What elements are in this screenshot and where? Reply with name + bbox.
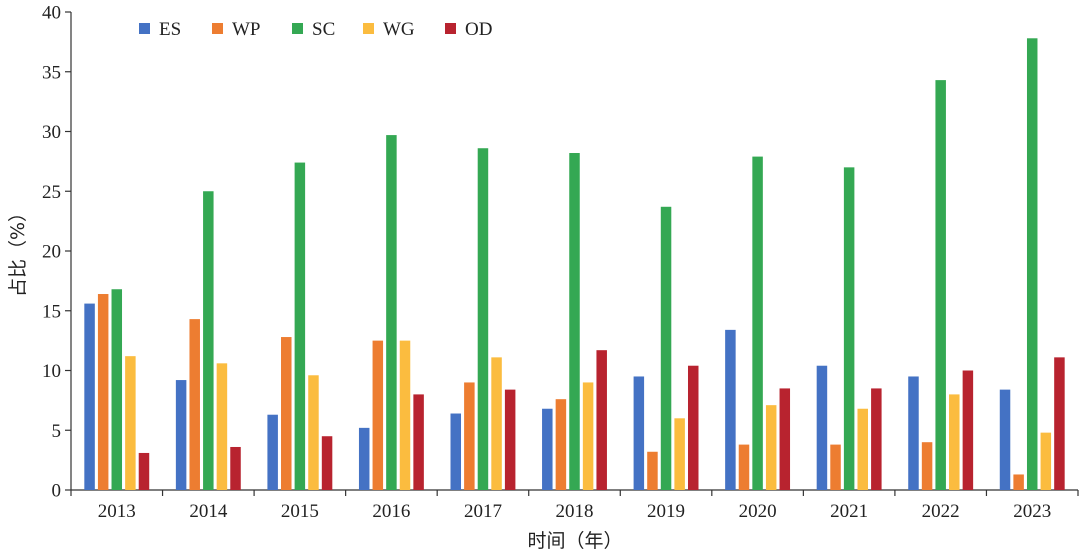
bar-od-2015 bbox=[321, 436, 333, 490]
bar-es-2015 bbox=[267, 414, 278, 490]
y-tick-label: 0 bbox=[52, 481, 62, 502]
bar-wg-2016 bbox=[399, 340, 411, 490]
bar-es-2017 bbox=[450, 413, 462, 490]
y-tick-label: 15 bbox=[42, 301, 61, 322]
x-tick-labels: 2013 2014 2015 2016 2017 2018 2019 2020 2021 2022… bbox=[98, 501, 1051, 522]
bar-sc-2022 bbox=[935, 80, 946, 491]
x-tick-label: 2023 bbox=[1013, 501, 1051, 522]
bar-od-2022 bbox=[962, 370, 974, 490]
x-tick-label: 2019 bbox=[647, 501, 685, 522]
bar-wp-2019 bbox=[647, 451, 658, 490]
bar-es-2018 bbox=[542, 408, 553, 490]
bar-sc-2018 bbox=[569, 153, 580, 490]
y-tick-label: 20 bbox=[42, 242, 61, 263]
bar-od-2018 bbox=[596, 350, 607, 490]
y-axis-title: 占比（%） bbox=[7, 203, 29, 297]
legend-label-sc: SC bbox=[312, 19, 335, 40]
legend-label-wp: WP bbox=[232, 19, 261, 40]
bar-od-2014 bbox=[230, 446, 241, 490]
x-tick-label: 2014 bbox=[189, 501, 228, 522]
legend-swatch-es bbox=[139, 23, 150, 34]
legend-swatch-sc bbox=[292, 23, 303, 34]
y-tick-labels: 0 5 10 15 20 25 30 35 40 bbox=[42, 3, 61, 502]
bar-od-2023 bbox=[1054, 357, 1065, 490]
bar-wp-2016 bbox=[372, 340, 384, 490]
y-tick-label: 30 bbox=[42, 122, 61, 143]
bar-wg-2021 bbox=[857, 408, 868, 490]
bar-wg-2017 bbox=[491, 357, 502, 490]
bar-sc-2015 bbox=[294, 162, 306, 490]
bar-wg-2015 bbox=[308, 375, 319, 490]
legend-swatch-wp bbox=[212, 23, 223, 34]
bar-sc-2019 bbox=[660, 206, 672, 490]
bar-od-2016 bbox=[413, 394, 424, 490]
legend-swatch-wg bbox=[363, 23, 374, 34]
bar-es-2014 bbox=[175, 380, 187, 490]
y-tick-label: 5 bbox=[52, 421, 62, 442]
bar-wp-2020 bbox=[738, 444, 750, 490]
x-tick-label: 2021 bbox=[830, 501, 868, 522]
bar-wg-2019 bbox=[674, 418, 685, 490]
bar-es-2013 bbox=[84, 303, 95, 490]
bar-wp-2017 bbox=[464, 382, 475, 490]
x-axis-title: 时间（年） bbox=[527, 530, 622, 552]
bar-wg-2020 bbox=[765, 405, 777, 490]
legend: ES WP SC WG OD bbox=[139, 19, 492, 40]
bar-wg-2013 bbox=[125, 356, 136, 490]
x-tick-label: 2017 bbox=[464, 501, 502, 522]
x-tick-label: 2018 bbox=[556, 501, 594, 522]
bar-es-2021 bbox=[816, 365, 828, 490]
bar-es-2016 bbox=[358, 427, 370, 490]
y-tick-label: 35 bbox=[42, 62, 61, 83]
bar-es-2022 bbox=[908, 376, 919, 490]
bar-wp-2023 bbox=[1013, 474, 1024, 490]
bar-es-2020 bbox=[725, 329, 736, 490]
legend-label-wg: WG bbox=[383, 19, 415, 40]
x-tick-label: 2015 bbox=[281, 501, 319, 522]
x-tick-label: 2016 bbox=[372, 501, 410, 522]
bar-wg-2022 bbox=[949, 394, 960, 490]
y-tick-label: 40 bbox=[42, 3, 61, 24]
legend-label-es: ES bbox=[159, 19, 181, 40]
bar-sc-2017 bbox=[477, 148, 489, 491]
x-tick-label: 2020 bbox=[739, 501, 777, 522]
bar-sc-2016 bbox=[386, 135, 397, 490]
bar-sc-2020 bbox=[752, 156, 763, 490]
bar-od-2021 bbox=[871, 388, 882, 490]
bar-sc-2013 bbox=[111, 289, 123, 490]
bar-sc-2014 bbox=[203, 191, 214, 490]
bar-wg-2018 bbox=[582, 382, 594, 490]
bar-wg-2023 bbox=[1040, 432, 1052, 490]
bar-wp-2013 bbox=[97, 294, 109, 490]
bar-wp-2015 bbox=[281, 337, 292, 490]
bar-wp-2014 bbox=[189, 319, 200, 490]
x-tick-label: 2022 bbox=[922, 501, 960, 522]
bars bbox=[84, 38, 1065, 491]
bar-sc-2021 bbox=[843, 167, 855, 490]
bar-od-2019 bbox=[687, 365, 699, 490]
bar-es-2023 bbox=[999, 389, 1011, 490]
legend-swatch-od bbox=[445, 23, 456, 34]
x-tick-label: 2013 bbox=[98, 501, 136, 522]
bar-wp-2021 bbox=[830, 444, 841, 490]
bar-wp-2022 bbox=[921, 442, 933, 490]
bar-wp-2018 bbox=[555, 399, 567, 490]
legend-label-od: OD bbox=[465, 19, 492, 40]
y-tick-label: 25 bbox=[42, 182, 61, 203]
bar-od-2020 bbox=[779, 388, 791, 490]
bar-od-2013 bbox=[138, 452, 150, 490]
bar-od-2017 bbox=[504, 389, 516, 490]
y-tick-label: 10 bbox=[42, 361, 61, 382]
bar-wg-2014 bbox=[216, 363, 228, 490]
bar-es-2019 bbox=[633, 376, 645, 490]
bar-sc-2023 bbox=[1026, 38, 1038, 490]
